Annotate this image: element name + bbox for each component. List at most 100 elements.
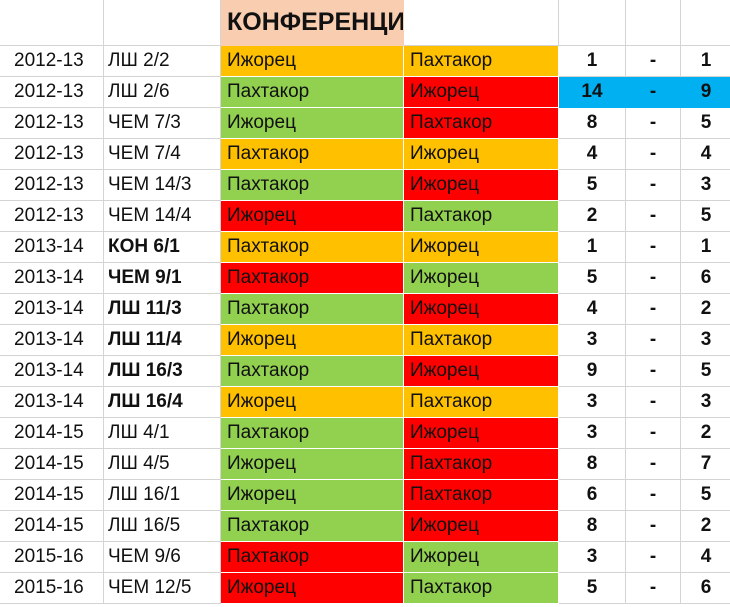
season-cell[interactable]: 2012-13: [0, 200, 104, 232]
away-team-cell[interactable]: Ижорец: [403, 231, 559, 263]
home-team-cell[interactable]: Пахтакор: [220, 262, 404, 294]
home-score-cell[interactable]: 8: [558, 448, 626, 480]
away-team-cell[interactable]: Ижорец: [403, 293, 559, 325]
away-team-cell[interactable]: Пахтакор: [403, 448, 559, 480]
round-cell[interactable]: ЛШ 2/6: [103, 76, 221, 108]
away-team-cell[interactable]: Пахтакор: [403, 107, 559, 139]
home-score-cell[interactable]: 3: [558, 324, 626, 356]
season-cell[interactable]: 2013-14: [0, 355, 104, 387]
home-score-cell[interactable]: 4: [558, 293, 626, 325]
round-cell[interactable]: ЧЕМ 9/1: [103, 262, 221, 294]
away-score-cell[interactable]: 1: [680, 45, 730, 77]
season-cell[interactable]: 2013-14: [0, 324, 104, 356]
round-cell[interactable]: ЧЕМ 7/4: [103, 138, 221, 170]
round-cell[interactable]: ЛШ 11/3: [103, 293, 221, 325]
home-team-cell[interactable]: Ижорец: [220, 448, 404, 480]
home-team-cell[interactable]: Ижорец: [220, 572, 404, 604]
away-team-cell[interactable]: Пахтакор: [403, 386, 559, 418]
score-dash-cell[interactable]: -: [625, 355, 681, 387]
round-cell[interactable]: ЛШ 16/1: [103, 479, 221, 511]
away-score-cell[interactable]: 5: [680, 479, 730, 511]
away-team-cell[interactable]: Ижорец: [403, 76, 559, 108]
score-dash-cell[interactable]: -: [625, 510, 681, 542]
home-team-cell[interactable]: Пахтакор: [220, 138, 404, 170]
away-score-cell[interactable]: 5: [680, 107, 730, 139]
score-dash-cell[interactable]: -: [625, 138, 681, 170]
home-score-cell[interactable]: 5: [558, 262, 626, 294]
away-score-cell[interactable]: 4: [680, 138, 730, 170]
cell[interactable]: [0, 0, 104, 46]
home-score-cell[interactable]: 3: [558, 386, 626, 418]
away-team-cell[interactable]: Ижорец: [403, 541, 559, 573]
cell[interactable]: [403, 0, 559, 46]
away-team-cell[interactable]: Ижорец: [403, 417, 559, 449]
away-score-cell[interactable]: 6: [680, 262, 730, 294]
home-score-cell[interactable]: 4: [558, 138, 626, 170]
score-dash-cell[interactable]: -: [625, 386, 681, 418]
away-team-cell[interactable]: Ижорец: [403, 138, 559, 170]
away-team-cell[interactable]: Пахтакор: [403, 200, 559, 232]
season-cell[interactable]: 2015-16: [0, 541, 104, 573]
season-cell[interactable]: 2012-13: [0, 169, 104, 201]
score-dash-cell[interactable]: -: [625, 324, 681, 356]
away-score-cell[interactable]: 3: [680, 169, 730, 201]
home-score-cell[interactable]: 6: [558, 479, 626, 511]
conference-title[interactable]: КОНФЕРЕНЦИЯ: [220, 0, 404, 46]
cell[interactable]: [103, 0, 221, 46]
away-team-cell[interactable]: Ижорец: [403, 169, 559, 201]
season-cell[interactable]: 2012-13: [0, 76, 104, 108]
score-dash-cell[interactable]: -: [625, 169, 681, 201]
season-cell[interactable]: 2014-15: [0, 448, 104, 480]
home-team-cell[interactable]: Ижорец: [220, 386, 404, 418]
score-dash-cell[interactable]: -: [625, 262, 681, 294]
away-score-cell[interactable]: 7: [680, 448, 730, 480]
home-team-cell[interactable]: Пахтакор: [220, 417, 404, 449]
season-cell[interactable]: 2012-13: [0, 138, 104, 170]
home-score-cell[interactable]: 2: [558, 200, 626, 232]
away-team-cell[interactable]: Пахтакор: [403, 45, 559, 77]
away-score-cell[interactable]: 5: [680, 200, 730, 232]
score-dash-cell[interactable]: -: [625, 293, 681, 325]
season-cell[interactable]: 2013-14: [0, 231, 104, 263]
season-cell[interactable]: 2014-15: [0, 479, 104, 511]
score-dash-cell[interactable]: -: [625, 479, 681, 511]
season-cell[interactable]: 2012-13: [0, 107, 104, 139]
season-cell[interactable]: 2014-15: [0, 510, 104, 542]
away-team-cell[interactable]: Ижорец: [403, 510, 559, 542]
score-dash-cell[interactable]: -: [625, 417, 681, 449]
score-dash-cell[interactable]: -: [625, 541, 681, 573]
home-score-cell[interactable]: 3: [558, 541, 626, 573]
round-cell[interactable]: ЧЕМ 9/6: [103, 541, 221, 573]
round-cell[interactable]: ЧЕМ 14/4: [103, 200, 221, 232]
away-score-cell[interactable]: 9: [680, 76, 730, 108]
score-dash-cell[interactable]: -: [625, 200, 681, 232]
home-score-cell[interactable]: 14: [558, 76, 626, 108]
score-dash-cell[interactable]: -: [625, 45, 681, 77]
score-dash-cell[interactable]: -: [625, 231, 681, 263]
home-score-cell[interactable]: 3: [558, 417, 626, 449]
away-team-cell[interactable]: Ижорец: [403, 355, 559, 387]
season-cell[interactable]: 2013-14: [0, 293, 104, 325]
home-score-cell[interactable]: 9: [558, 355, 626, 387]
home-score-cell[interactable]: 5: [558, 169, 626, 201]
round-cell[interactable]: ЛШ 11/4: [103, 324, 221, 356]
home-team-cell[interactable]: Ижорец: [220, 45, 404, 77]
away-team-cell[interactable]: Пахтакор: [403, 324, 559, 356]
cell[interactable]: [558, 0, 626, 46]
home-score-cell[interactable]: 8: [558, 510, 626, 542]
away-score-cell[interactable]: 4: [680, 541, 730, 573]
season-cell[interactable]: 2012-13: [0, 45, 104, 77]
away-score-cell[interactable]: 6: [680, 572, 730, 604]
cell[interactable]: [680, 0, 730, 46]
season-cell[interactable]: 2015-16: [0, 572, 104, 604]
home-team-cell[interactable]: Пахтакор: [220, 231, 404, 263]
score-dash-cell[interactable]: -: [625, 76, 681, 108]
round-cell[interactable]: ЛШ 2/2: [103, 45, 221, 77]
home-score-cell[interactable]: 1: [558, 231, 626, 263]
home-team-cell[interactable]: Ижорец: [220, 479, 404, 511]
round-cell[interactable]: ЧЕМ 12/5: [103, 572, 221, 604]
round-cell[interactable]: ЧЕМ 14/3: [103, 169, 221, 201]
away-team-cell[interactable]: Пахтакор: [403, 479, 559, 511]
home-team-cell[interactable]: Пахтакор: [220, 355, 404, 387]
season-cell[interactable]: 2013-14: [0, 386, 104, 418]
